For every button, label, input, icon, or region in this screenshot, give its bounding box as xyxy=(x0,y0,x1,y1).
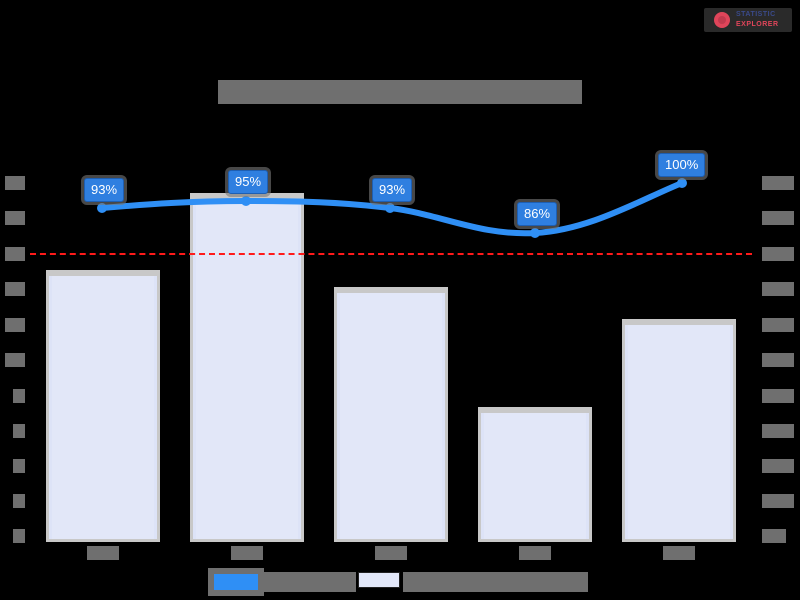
brand-logo: STATISTIC EXPLORER xyxy=(704,8,792,32)
legend-label-bar[interactable] xyxy=(403,572,588,592)
legend-swatch-bar[interactable] xyxy=(358,572,400,588)
left-axis-tick xyxy=(5,247,25,261)
right-axis-tick xyxy=(762,389,794,403)
left-axis-tick xyxy=(13,424,25,438)
x-axis-label xyxy=(519,546,551,560)
right-axis-tick xyxy=(762,494,794,508)
bar-3 xyxy=(334,287,448,542)
x-axis-label xyxy=(375,546,407,560)
left-axis-tick xyxy=(13,459,25,473)
logo-text-top: STATISTIC xyxy=(736,11,776,18)
data-label: 86% xyxy=(517,202,558,226)
x-axis-label xyxy=(87,546,119,560)
right-axis-tick xyxy=(762,211,794,225)
x-axis-label xyxy=(231,546,263,560)
legend-swatch-line[interactable] xyxy=(208,568,264,596)
right-axis-tick xyxy=(762,318,794,332)
data-label: 95% xyxy=(228,170,269,194)
left-axis-tick xyxy=(13,529,25,543)
left-axis-tick xyxy=(5,353,25,367)
data-label: 93% xyxy=(372,178,413,202)
right-axis-tick xyxy=(762,247,794,261)
data-label: 100% xyxy=(658,153,706,177)
right-axis-tick xyxy=(762,353,794,367)
right-axis-tick xyxy=(762,459,794,473)
left-axis-tick xyxy=(5,318,25,332)
left-axis-tick xyxy=(5,176,25,190)
logo-icon xyxy=(714,12,730,28)
x-axis-label xyxy=(663,546,695,560)
bar-5 xyxy=(622,319,736,542)
bar-4 xyxy=(478,407,592,542)
chart-legend xyxy=(208,568,588,596)
legend-label-line[interactable] xyxy=(264,572,356,592)
left-axis-tick xyxy=(5,282,25,296)
left-axis-tick xyxy=(5,211,25,225)
right-axis-tick xyxy=(762,282,794,296)
chart-title xyxy=(218,80,582,104)
right-axis-tick xyxy=(762,529,786,543)
logo-text-bottom: EXPLORER xyxy=(736,21,779,28)
bar-2 xyxy=(190,193,304,542)
right-axis-tick xyxy=(762,424,794,438)
reference-line xyxy=(30,253,752,255)
right-axis-tick xyxy=(762,176,794,190)
data-label: 93% xyxy=(84,178,125,202)
left-axis-tick xyxy=(13,494,25,508)
left-axis-tick xyxy=(13,389,25,403)
bar-1 xyxy=(46,270,160,542)
